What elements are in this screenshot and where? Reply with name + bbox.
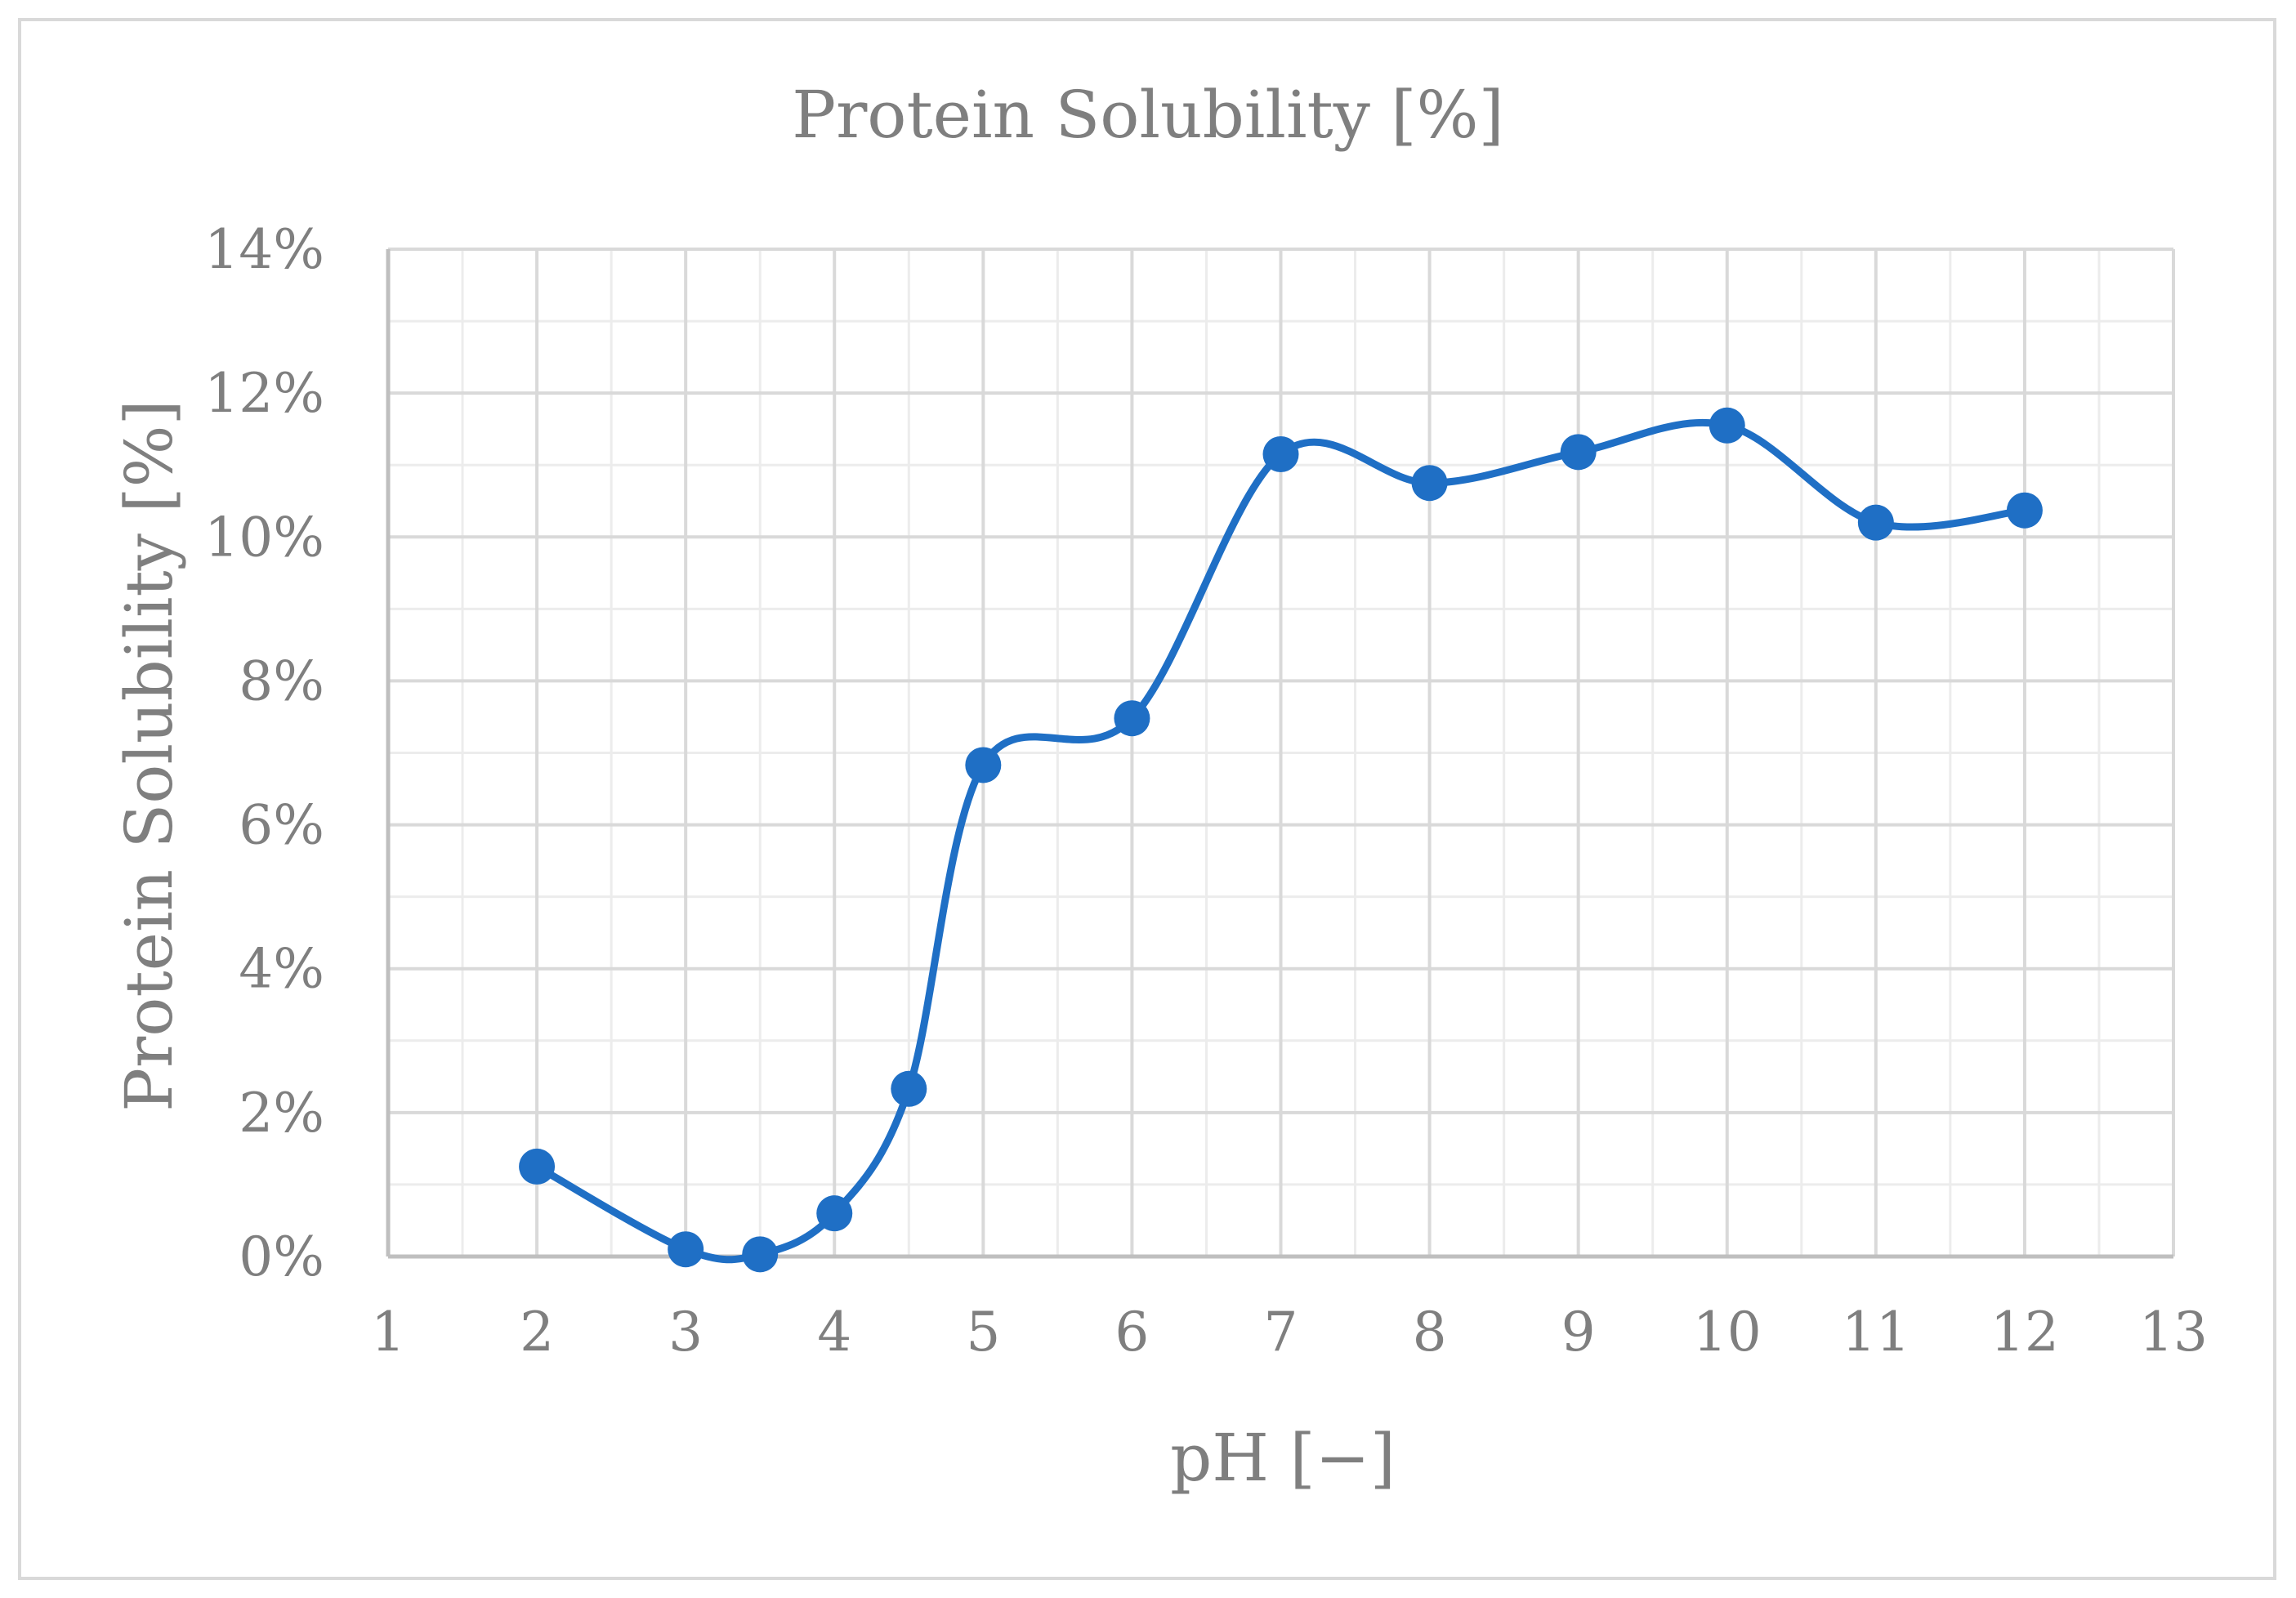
x-tick-label: 3 — [668, 1301, 703, 1364]
y-tick-label: 8% — [239, 649, 324, 712]
x-tick-label: 13 — [2139, 1301, 2208, 1364]
data-point — [1262, 436, 1299, 473]
data-point — [891, 1070, 927, 1107]
y-tick-label: 12% — [204, 362, 324, 425]
y-tick-label: 4% — [239, 938, 324, 1001]
data-point — [1114, 700, 1150, 737]
data-point — [1560, 434, 1597, 471]
x-tick-label: 9 — [1561, 1301, 1596, 1364]
x-tick-label: 12 — [1990, 1301, 2059, 1364]
major-gridlines — [386, 248, 2175, 1258]
y-axis-label: Protein Solubility [%] — [111, 400, 187, 1112]
data-point — [519, 1148, 556, 1185]
x-tick-label: 6 — [1114, 1301, 1149, 1364]
tick-labels: 1 2 3 4 5 6 7 8 9 10 11 12 130%2%4%6%8%10%12%14% — [204, 218, 2208, 1364]
y-tick-label: 2% — [239, 1082, 324, 1145]
y-tick-label: 6% — [239, 794, 324, 857]
x-tick-label: 8 — [1413, 1301, 1447, 1364]
x-tick-label: 4 — [817, 1301, 851, 1364]
x-tick-label: 1 — [371, 1301, 405, 1364]
data-point — [1411, 465, 1448, 502]
y-tick-label: 14% — [204, 218, 324, 281]
x-tick-label: 5 — [966, 1301, 1000, 1364]
data-point — [816, 1195, 853, 1232]
y-tick-label: 0% — [239, 1225, 324, 1288]
series-layer — [519, 407, 2043, 1273]
data-point — [742, 1236, 779, 1273]
data-point — [965, 747, 1002, 783]
x-tick-label: 11 — [1842, 1301, 1910, 1364]
data-point — [668, 1231, 704, 1268]
chart-frame — [18, 18, 2276, 1580]
x-tick-label: 7 — [1264, 1301, 1298, 1364]
data-point — [1709, 407, 1745, 444]
data-point — [2006, 492, 2043, 529]
x-axis-label: pH [−] — [1170, 1420, 1396, 1496]
x-tick-label: 10 — [1693, 1301, 1762, 1364]
data-point — [1857, 504, 1894, 541]
y-tick-label: 10% — [204, 506, 324, 569]
chart-title: Protein Solubility [%] — [792, 77, 1504, 153]
x-tick-label: 2 — [520, 1301, 554, 1364]
